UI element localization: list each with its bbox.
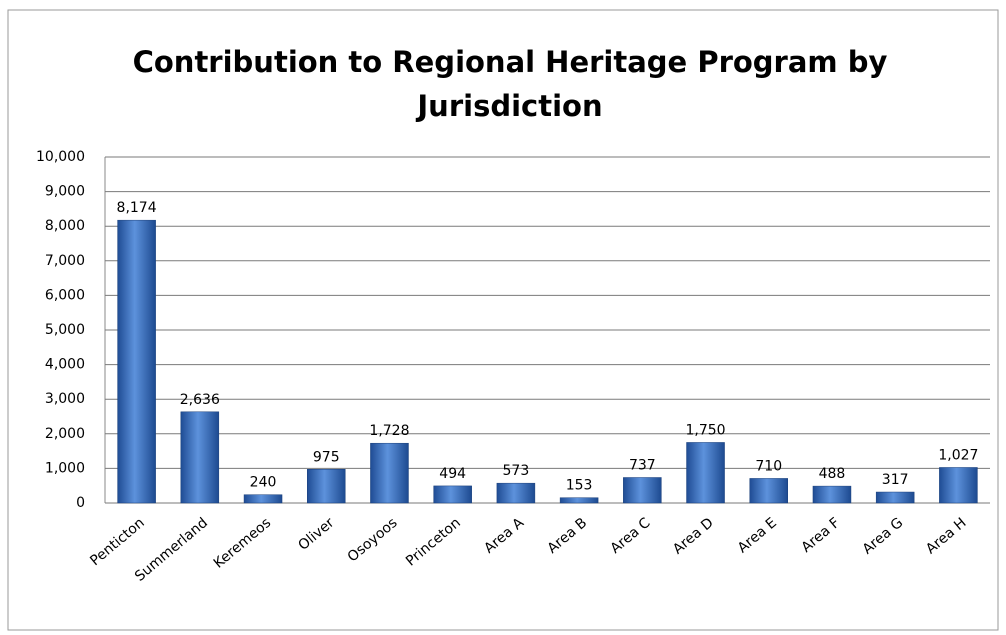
chart-title: Contribution to Regional Heritage Progra… bbox=[132, 45, 888, 123]
value-label: 240 bbox=[250, 475, 277, 491]
value-label: 737 bbox=[629, 457, 656, 473]
bar bbox=[180, 411, 220, 504]
value-label: 2,636 bbox=[180, 392, 220, 408]
bar bbox=[939, 467, 978, 504]
bar bbox=[370, 442, 409, 504]
bar bbox=[559, 497, 599, 504]
value-label: 317 bbox=[882, 472, 909, 488]
y-tick-label: 8,000 bbox=[45, 218, 85, 234]
bar bbox=[812, 485, 852, 504]
value-label: 8,174 bbox=[117, 200, 157, 216]
y-tick-label: 3,000 bbox=[45, 391, 85, 407]
value-label: 1,728 bbox=[369, 423, 409, 439]
bar bbox=[686, 442, 725, 504]
value-label: 488 bbox=[819, 466, 846, 482]
value-label: 975 bbox=[313, 449, 340, 465]
value-label: 573 bbox=[503, 463, 530, 479]
y-tick-label: 6,000 bbox=[45, 287, 85, 303]
y-tick-label: 4,000 bbox=[45, 357, 85, 373]
bar bbox=[307, 469, 346, 504]
y-tick-label: 1,000 bbox=[45, 460, 85, 476]
bar bbox=[749, 478, 788, 504]
bar bbox=[623, 477, 662, 504]
value-label: 710 bbox=[755, 458, 782, 474]
bar bbox=[433, 485, 472, 504]
bar bbox=[875, 491, 915, 504]
bar bbox=[117, 219, 156, 504]
value-label: 1,027 bbox=[938, 447, 978, 463]
bar bbox=[496, 482, 536, 504]
value-label: 153 bbox=[566, 478, 593, 494]
chart-border bbox=[7, 9, 999, 631]
y-tick-label: 10,000 bbox=[36, 149, 85, 165]
value-label: 494 bbox=[439, 466, 466, 482]
bar bbox=[243, 494, 283, 504]
y-tick-label: 0 bbox=[76, 495, 85, 511]
y-tick-label: 2,000 bbox=[45, 426, 85, 442]
value-label: 1,750 bbox=[685, 422, 725, 438]
y-tick-label: 9,000 bbox=[45, 184, 85, 200]
y-tick-label: 7,000 bbox=[45, 253, 85, 269]
y-tick-label: 5,000 bbox=[45, 322, 85, 338]
